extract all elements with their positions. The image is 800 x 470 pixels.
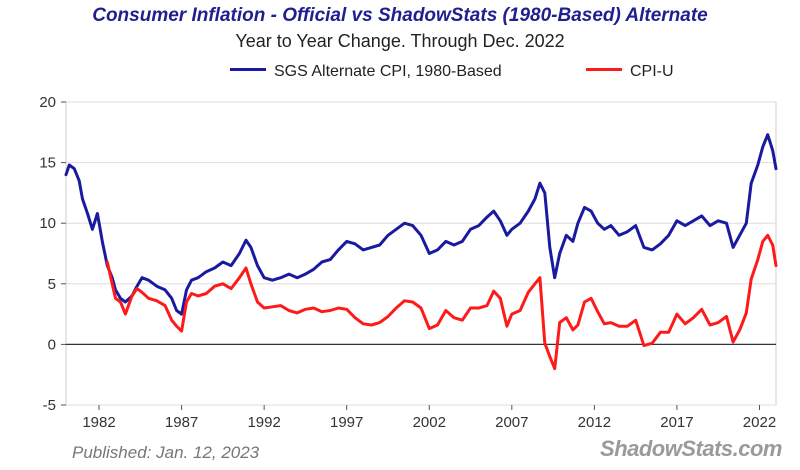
x-tick-label: 1982 — [82, 414, 115, 431]
x-tick-label: 1992 — [247, 414, 280, 431]
x-tick-label: 2017 — [660, 414, 693, 431]
published-date: Published: Jan. 12, 2023 — [72, 443, 260, 462]
plot-border — [65, 101, 777, 406]
x-tick-label: 1987 — [165, 414, 198, 431]
x-tick-label: 2012 — [578, 414, 611, 431]
legend-item-cpiu: CPI-U — [586, 63, 674, 81]
legend-item-sgs: SGS Alternate CPI, 1980-Based — [230, 63, 502, 81]
x-tick-label: 2007 — [495, 414, 528, 431]
y-tick-label: -5 — [43, 397, 56, 414]
y-tick-label: 0 — [48, 336, 56, 353]
y-tick-label: 10 — [39, 215, 56, 232]
chart-title: Consumer Inflation - Official vs ShadowS… — [92, 5, 708, 26]
y-tick-label: 5 — [48, 276, 56, 293]
legend-swatch-sgs — [230, 68, 266, 72]
series-line-cpiu — [105, 233, 778, 371]
y-tick-label: 20 — [39, 94, 56, 111]
legend-label-cpiu: CPI-U — [630, 63, 674, 80]
series-line-sgs — [64, 133, 778, 316]
brand-watermark: ShadowStats.com — [600, 436, 782, 461]
y-tick-label: 15 — [39, 155, 56, 172]
legend-swatch-cpiu — [586, 68, 622, 72]
chart-subtitle: Year to Year Change. Through Dec. 2022 — [235, 31, 565, 51]
x-tick-label: 1997 — [330, 414, 363, 431]
legend-label-sgs: SGS Alternate CPI, 1980-Based — [274, 63, 502, 80]
x-tick-label: 2002 — [413, 414, 446, 431]
x-tick-label: 2022 — [743, 414, 776, 431]
